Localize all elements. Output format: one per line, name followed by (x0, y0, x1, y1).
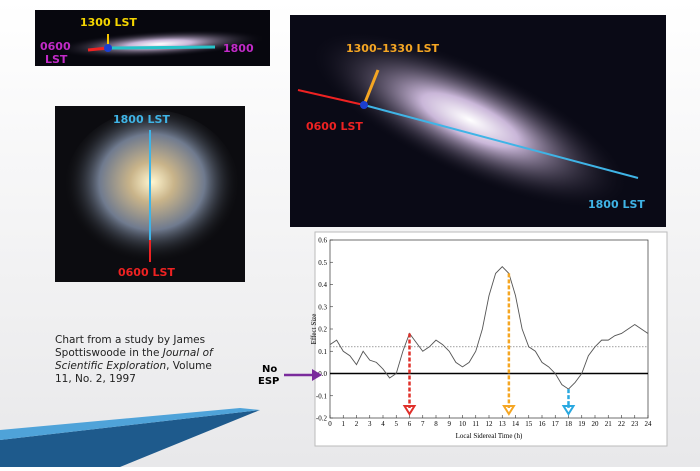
label: 1300 LST (80, 16, 137, 29)
y-tick-label: 0.0 (318, 370, 327, 378)
x-tick-label: 1 (342, 420, 346, 428)
x-tick-label: 8 (434, 420, 438, 428)
label: 1800 LST (113, 113, 170, 126)
arrow-head (561, 405, 576, 416)
x-tick-label: 4 (381, 420, 385, 428)
caption-part: Chart from a study by James (55, 334, 205, 346)
y-tick-label: -0.2 (316, 415, 328, 423)
y-tick-label: 0.1 (318, 348, 327, 356)
arrow-head (502, 405, 516, 416)
x-tick-label: 16 (539, 420, 547, 428)
caption-line: 11, No. 2, 1997 (55, 373, 136, 385)
y-tick-label: -0.1 (316, 392, 328, 400)
label: 1800 LST (588, 198, 645, 211)
x-tick-label: 0 (328, 420, 332, 428)
x-tick-label: 9 (448, 420, 452, 428)
label: 1800 (223, 42, 254, 55)
caption-line: Chart from a study by James (55, 334, 205, 346)
andromeda-image: 1300–1330 LST 0600 LST 1800 LST (290, 15, 666, 227)
x-tick-label: 7 (421, 420, 425, 428)
label: 0600 (40, 40, 71, 53)
chart-frame (314, 231, 668, 447)
swoosh (0, 408, 260, 440)
arrow-head (312, 369, 322, 381)
x-tick-label: 6 (408, 420, 412, 428)
chart: -0.2-0.10.00.10.20.30.40.50.60 1 2 3 4 5 6 7 8 9 1… (310, 237, 652, 441)
x-tick-label: 3 (368, 420, 372, 428)
y-tick-label: 0.2 (318, 326, 327, 334)
y-axis-label: Effect Size (310, 314, 318, 345)
caption-part: Scientific Exploration (55, 360, 166, 372)
x-tick-label: 5 (395, 420, 399, 428)
caption-part: , Volume (166, 360, 212, 372)
x-axis-label: Local Sidereal Time (h) (456, 432, 523, 440)
x-tick-label: 20 (592, 420, 600, 428)
no-esp: ESP (258, 376, 279, 387)
no-esp: No (262, 364, 277, 375)
x-tick-label: 11 (472, 420, 479, 428)
caption-line: Scientific Exploration, Volume (55, 360, 212, 372)
swoosh (0, 410, 260, 467)
label: 1300–1330 LST (346, 42, 439, 55)
y-tick-label: 0.6 (318, 237, 327, 245)
label: 0600 LST (118, 266, 175, 279)
x-tick-label: 2 (355, 420, 359, 428)
x-tick-label: 15 (525, 420, 533, 428)
label: 0600 LST (306, 120, 363, 133)
spiral-image: 1800 LST 0600 LST (55, 106, 245, 282)
x-tick-label: 13 (499, 420, 507, 428)
x-tick-label: 23 (631, 420, 639, 428)
x-tick-label: 10 (459, 420, 467, 428)
edge-on-image: 1300 LST 0600 LST 1800 (35, 10, 270, 66)
caption: Chart from a study by JamesSpottiswoode … (55, 334, 215, 385)
caption-part: Journal of (161, 347, 215, 359)
x-tick-label: 21 (605, 420, 613, 428)
label: LST (45, 53, 68, 66)
x-tick-label: 18 (565, 420, 573, 428)
arrow-head (402, 405, 417, 416)
x-tick-label: 22 (618, 420, 626, 428)
caption-line: Spottiswoode in the Journal of (55, 347, 215, 359)
x-tick-label: 24 (645, 420, 653, 428)
x-tick-label: 12 (486, 420, 494, 428)
caption-part: 11, No. 2, 1997 (55, 373, 136, 385)
x-tick-label: 14 (512, 420, 520, 428)
x-tick-label: 17 (552, 420, 560, 428)
line (329, 266, 649, 390)
y-tick-label: 0.3 (318, 303, 327, 311)
x-tick-label: 19 (578, 420, 586, 428)
caption-part: Spottiswoode in the (55, 347, 163, 359)
y-tick-label: 0.4 (318, 281, 327, 289)
y-tick-label: 0.5 (318, 259, 327, 267)
